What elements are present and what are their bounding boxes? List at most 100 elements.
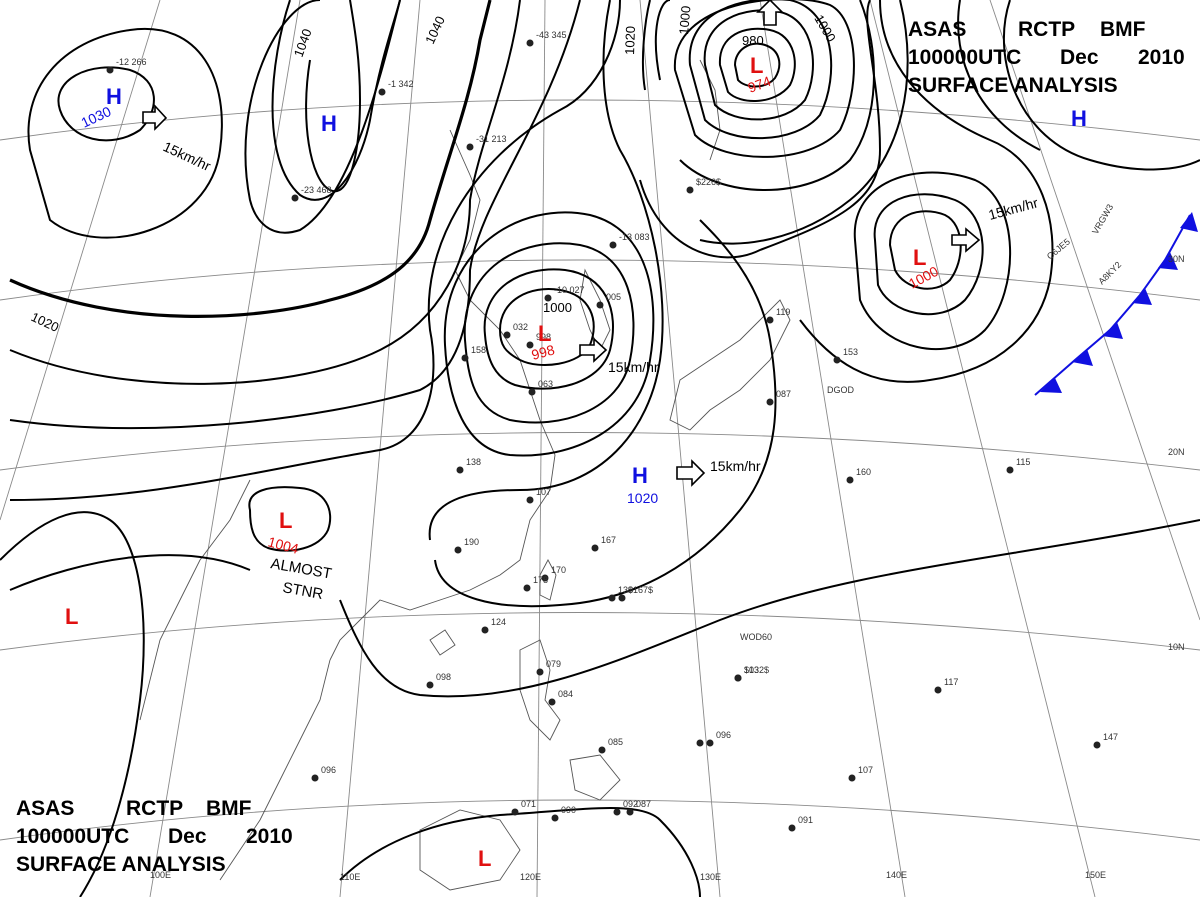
station-dot [618,594,626,602]
header-station: RCTP [126,797,183,820]
parallel-20n [0,432,1200,471]
station-value: 091 [798,815,813,825]
station-value: 124 [491,617,506,627]
station-dot [598,746,606,754]
station-dot [766,398,774,406]
isobar-1044 [305,0,362,193]
high-center-label: H [321,111,337,136]
header-top: ASAS RCTP BMF 100000UTC Dec 2010 SURFACE… [908,18,1185,97]
station-dot [541,574,549,582]
low-center-label: L [750,53,763,78]
station-dot [454,546,462,554]
bay-coast [139,479,251,721]
header-month: Dec [1060,46,1099,69]
meridian-90e [0,0,161,521]
japan-coast [669,299,791,431]
cold-front [1034,212,1198,396]
low-center-label: L [65,604,78,629]
header-office: BMF [206,797,252,820]
isobar-1010-s [339,519,1200,698]
station-value: -31 213 [476,134,507,144]
station-value: 167 [601,535,616,545]
header-product: SURFACE ANALYSIS [908,74,1118,97]
station-dot [846,476,854,484]
station-value: 087 [636,799,651,809]
station-value: 138 [466,457,481,467]
station-dot [466,143,474,151]
high-center-label: H [632,463,648,488]
header-product: SURFACE ANALYSIS [16,853,226,876]
station-dot [696,739,704,747]
station-value: 084 [558,689,573,699]
motion-speed-label: 15km/hr [608,359,659,375]
isobar-1012-e [799,0,1054,383]
station-dot [526,39,534,47]
station-dot [503,331,511,339]
header-agency: ASAS [908,18,966,41]
motion-speed-label: 15km/hr [987,194,1040,223]
low-center-label: L [279,508,292,533]
isobar-1020-e [957,0,1041,151]
stationary-note-line1: ALMOST [269,555,333,582]
isobar-1028-west [9,0,581,430]
station-value: 103 [744,665,759,675]
low-center-label: L [913,245,926,270]
isobar-label: 1020 [622,26,638,55]
station-dot [426,681,434,689]
station-value: 158 [471,345,486,355]
station-value: $226$ [696,177,721,187]
station-value: 063 [538,379,553,389]
latitude-label: 30N [1168,254,1185,264]
station-value: 130 [618,585,633,595]
header-month: Dec [168,825,207,848]
station-dot [706,739,714,747]
station-dot [609,241,617,249]
meridian-160e [989,0,1200,621]
station-value: 096 [321,765,336,775]
header-agency: ASAS [16,797,74,820]
station-value: 096 [716,730,731,740]
high-center-label: H [106,84,122,109]
longitude-label: 130E [700,872,721,882]
station-plots [106,39,1101,832]
station-value: 032 [513,322,528,332]
station-dot [766,316,774,324]
front-barb-4 [1132,288,1152,305]
motion-speed-label: 15km/hr [161,138,214,174]
station-value: 153 [843,347,858,357]
longitude-label: 100E [150,870,171,880]
isobar-1040-a [244,0,401,234]
station-value: 005 [606,292,621,302]
isobar-1040-b [271,0,401,201]
parallel-30n [0,259,1200,301]
isobar-1016-west [9,0,621,501]
high-center-label: H [1071,106,1087,131]
station-value: 090 [561,805,576,815]
station-value: $167$ [628,585,653,595]
station-value: -1 342 [388,79,414,89]
station-dot [934,686,942,694]
meridian-120e [536,0,546,897]
station-dot [378,88,386,96]
hainan-coast [429,629,456,656]
station-value: 085 [608,737,623,747]
station-value: 107 [858,765,873,775]
header-time: 100000UTC [16,825,129,848]
stationary-note: ALMOST STNR [269,555,333,603]
station-dot [548,698,556,706]
parallel-10n [0,612,1200,651]
ship-callsign: DGOD [827,385,855,395]
header-office: BMF [1100,18,1146,41]
station-dot [596,301,604,309]
motion-speed-label: 15km/hr [710,458,761,474]
header-bottom: ASAS RCTP BMF 100000UTC Dec 2010 SURFACE… [16,797,293,876]
motion-arrow-h1030 [142,103,168,131]
isobar-1032-west [57,66,155,142]
taiwan-coast [539,559,557,601]
borneo-coast [419,809,521,891]
isobar-1008-s [339,807,701,897]
indochina-coast [219,659,331,881]
station-value: -43 345 [536,30,567,40]
longitude-label: 140E [886,870,907,880]
